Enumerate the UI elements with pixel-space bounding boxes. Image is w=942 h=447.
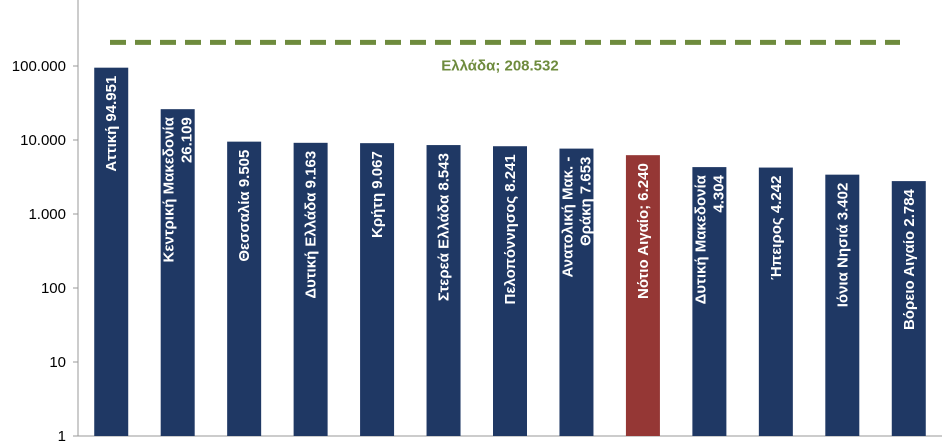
data-label-line: Στερεά Ελλάδα 8.543: [436, 153, 453, 301]
y-tick-label: 1: [58, 428, 66, 445]
data-label-line: Βόρειο Αιγαίο 2.784: [901, 188, 918, 330]
data-label-line: Ήπειρος 4.242: [768, 176, 785, 280]
data-label-line: Ανατολική Μακ. -: [559, 157, 576, 278]
reference-label: Ελλάδα; 208.532: [441, 57, 558, 74]
data-label: Στερεά Ελλάδα 8.543: [436, 153, 453, 301]
bar: [94, 67, 129, 436]
bar: [692, 167, 727, 436]
y-tick-label: 10: [49, 354, 66, 371]
bar: [227, 141, 262, 437]
data-label-line: Νότιο Αιγαίο; 6.240: [635, 163, 652, 299]
data-label: Ήπειρος 4.242: [768, 176, 785, 280]
bar: [426, 145, 461, 436]
data-label: Ανατολική Μακ. -Θράκη 7.653: [559, 157, 594, 278]
data-label-line: Αττική 94.951: [103, 76, 120, 172]
data-label: Κρήτη 9.067: [369, 151, 386, 238]
data-label: Ιόνια Νησιά 3.402: [834, 183, 851, 308]
data-label-line: 26.109: [179, 117, 196, 163]
y-tick-label: 1.000: [28, 206, 66, 223]
data-label-line: Θεσσαλία 9.505: [236, 150, 253, 262]
data-label: Βόρειο Αιγαίο 2.784: [901, 188, 918, 330]
data-label-line: Κρήτη 9.067: [369, 151, 386, 238]
y-tick-label: 10.000: [20, 132, 66, 149]
data-label-line: Πελοπόννησος 8.241: [502, 154, 519, 304]
bar: [360, 143, 395, 436]
bar: [293, 142, 328, 436]
data-label: Πελοπόννησος 8.241: [502, 154, 519, 304]
bar: [891, 181, 926, 436]
y-tick-label: 100.000: [12, 58, 66, 75]
bar: [493, 146, 527, 436]
bar: [559, 148, 594, 437]
bar: [160, 109, 195, 437]
data-label-line: Ιόνια Νησιά 3.402: [834, 183, 851, 308]
bar: [625, 155, 660, 436]
data-label: Δυτική Ελλάδα 9.163: [303, 151, 320, 299]
bar: [825, 174, 860, 437]
data-label: Νότιο Αιγαίο; 6.240: [635, 163, 652, 299]
data-label: Κεντρική Μακεδονία26.109: [161, 116, 196, 262]
data-label: Δυτική Μακεδονία4.304: [692, 174, 727, 304]
data-label-line: Κεντρική Μακεδονία: [161, 116, 178, 262]
data-label: Θεσσαλία 9.505: [236, 150, 253, 262]
data-label-line: Θράκη 7.653: [577, 157, 594, 246]
bar: [758, 167, 793, 436]
data-label-line: Δυτική Ελλάδα 9.163: [303, 151, 320, 299]
y-tick-label: 100: [41, 280, 66, 297]
data-label: Αττική 94.951: [103, 76, 120, 172]
data-label-line: Δυτική Μακεδονία: [692, 174, 709, 304]
data-label-line: 4.304: [710, 174, 727, 212]
